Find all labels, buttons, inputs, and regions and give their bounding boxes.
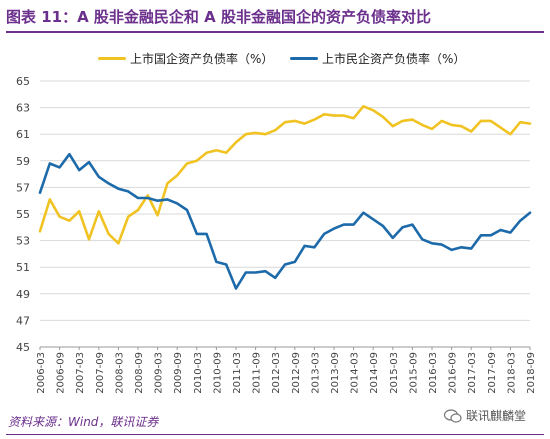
x-tick-label: 2008-03	[114, 352, 125, 394]
legend-label-private: 上市民企资产负债率（%）	[322, 52, 466, 66]
legend-swatch-private	[290, 57, 318, 60]
y-tick-label: 49	[16, 288, 30, 301]
chart-legend: 上市国企资产负债率（%） 上市民企资产负债率（%）	[0, 50, 550, 68]
x-tick-label: 2009-09	[173, 352, 184, 394]
x-tick-label: 2013-09	[330, 352, 341, 394]
x-tick-label: 2008-09	[134, 352, 145, 394]
legend-item-private: 上市民企资产负债率（%）	[290, 50, 465, 67]
x-tick-label: 2009-03	[154, 352, 165, 394]
x-tick-label: 2016-03	[428, 352, 439, 394]
title-divider	[6, 31, 544, 33]
chart-title: 图表 11：A 股非金融民企和 A 股非金融国企的资产负债率对比	[6, 8, 431, 26]
x-tick-label: 2017-03	[467, 352, 478, 394]
x-tick-label: 2011-03	[232, 352, 243, 394]
legend-swatch-soe	[98, 57, 126, 60]
x-tick-label: 2015-03	[389, 352, 400, 394]
watermark-text: 联讯麒麟堂	[466, 409, 527, 423]
legend-label-soe: 上市国企资产负债率（%）	[130, 52, 274, 66]
x-tick-label: 2015-09	[408, 352, 419, 394]
series-line-private	[38, 152, 532, 290]
series-line-soe	[38, 105, 532, 245]
x-tick-label: 2012-09	[291, 352, 302, 394]
x-tick-label: 2010-09	[212, 352, 223, 394]
x-tick-label: 2016-09	[448, 352, 459, 394]
y-tick-label: 45	[16, 341, 30, 354]
y-tick-label: 55	[16, 208, 30, 221]
x-tick-label: 2017-09	[487, 352, 498, 394]
x-tick-label: 2011-09	[252, 352, 263, 394]
x-tick-label: 2013-03	[310, 352, 321, 394]
y-tick-label: 51	[16, 261, 30, 274]
x-tick-label: 2007-03	[75, 352, 86, 394]
x-tick-label: 2010-03	[193, 352, 204, 394]
y-tick-label: 59	[16, 155, 30, 168]
x-tick-label: 2018-09	[526, 352, 537, 394]
y-tick-label: 53	[16, 235, 30, 248]
wechat-icon	[444, 408, 462, 423]
source-note: 资料来源：Wind，联讯证券	[8, 415, 159, 429]
x-tick-label: 2007-09	[95, 352, 106, 394]
y-tick-label: 57	[16, 181, 30, 194]
legend-item-soe: 上市国企资产负债率（%）	[98, 50, 273, 67]
y-tick-label: 63	[16, 102, 30, 115]
x-tick-label: 2006-09	[56, 352, 67, 394]
x-tick-label: 2018-03	[506, 352, 517, 394]
y-tick-label: 61	[16, 128, 30, 141]
watermark: 联讯麒麟堂	[444, 407, 526, 424]
x-tick-label: 2006-03	[36, 352, 47, 394]
x-tick-label: 2014-03	[350, 352, 361, 394]
y-tick-label: 65	[16, 75, 30, 88]
x-tick-label: 2014-09	[369, 352, 380, 394]
bottom-divider	[6, 434, 544, 435]
x-tick-label: 2012-03	[271, 352, 282, 394]
y-tick-label: 47	[16, 314, 30, 327]
